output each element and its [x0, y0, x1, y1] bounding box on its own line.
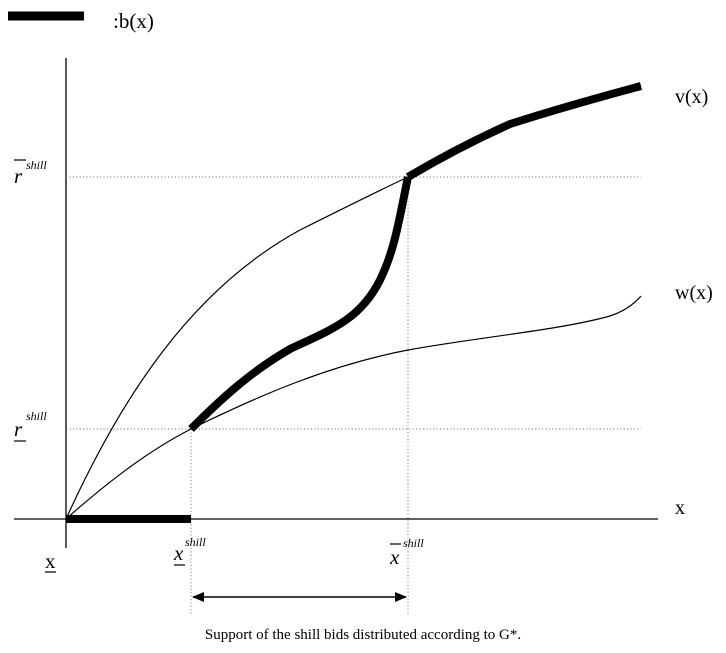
origin-label: x [45, 549, 56, 573]
x-lower-base: x [173, 541, 184, 565]
caption: Support of the shill bids distributed ac… [205, 627, 521, 643]
x-axis-label: x [675, 497, 685, 519]
bid-function-b [66, 86, 641, 519]
legend-label: :b(x) [113, 9, 154, 33]
r-lower-label: r shill [14, 409, 47, 441]
x-upper-sup: shill [403, 536, 424, 550]
x-upper-base: x [389, 545, 400, 569]
r-lower-sup: shill [26, 409, 47, 423]
guide-lines [66, 177, 641, 614]
w-curve [66, 296, 641, 519]
x-lower-sup: shill [185, 535, 206, 549]
r-lower-base: r [14, 417, 23, 441]
origin-label-text: x [45, 549, 56, 573]
r-upper-sup: shill [26, 158, 47, 172]
r-upper-label: r shill [14, 158, 47, 188]
w-curve-label: w(x) [675, 282, 713, 304]
bid-function-upper-segment [408, 86, 641, 177]
v-curve-label: v(x) [675, 86, 708, 108]
r-upper-base: r [14, 164, 23, 188]
x-lower-label: x shill [173, 535, 206, 565]
x-upper-label: x shill [389, 536, 424, 569]
v-curve [66, 177, 408, 519]
bid-function-mid-segment [191, 177, 408, 429]
